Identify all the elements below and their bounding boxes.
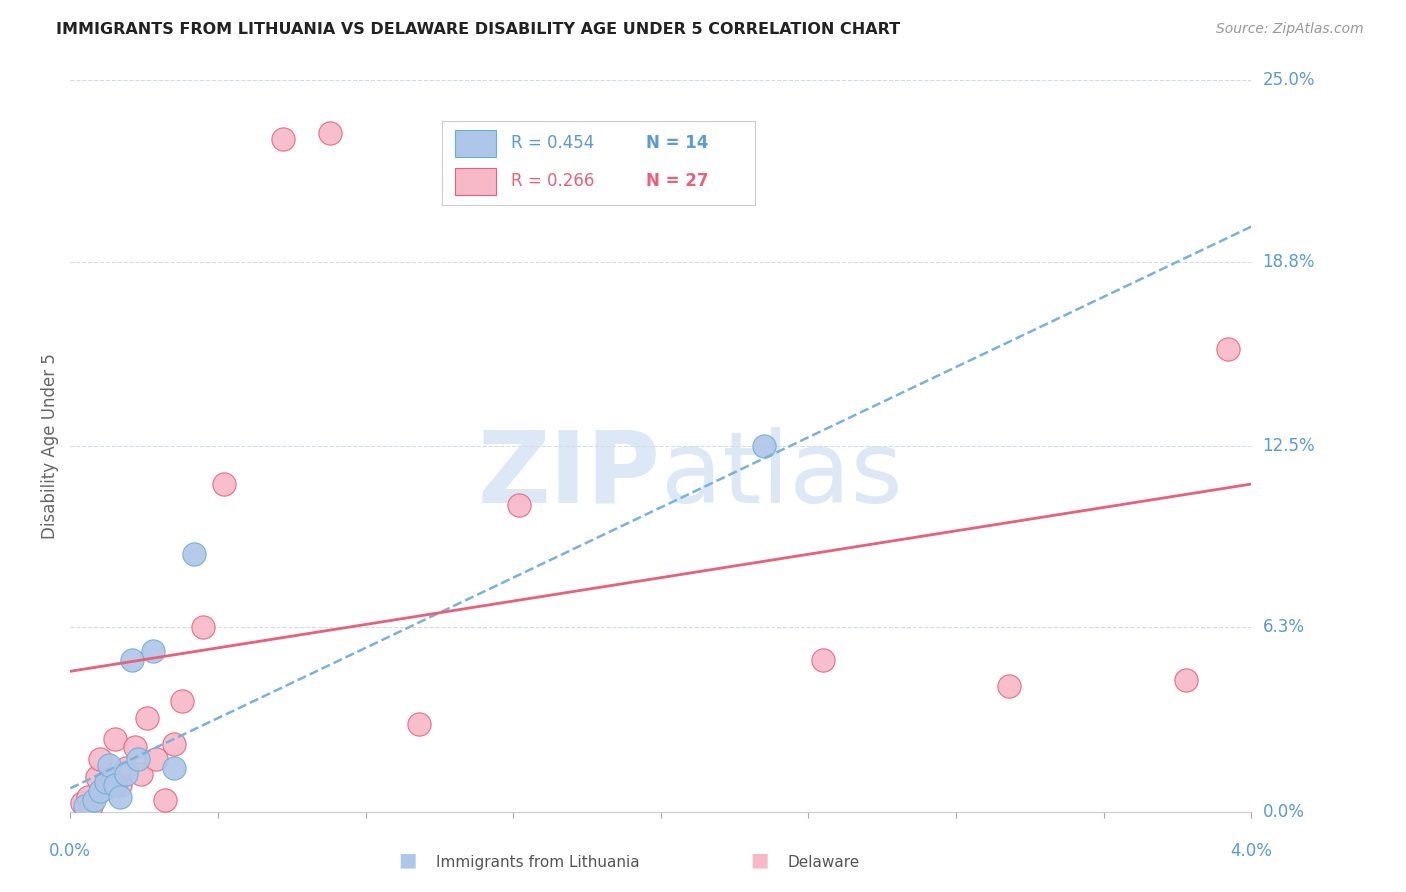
Text: ZIP: ZIP — [478, 426, 661, 524]
Point — [1216, 343, 1239, 357]
Text: Delaware: Delaware — [787, 855, 859, 870]
Point — [162, 761, 186, 775]
Point — [80, 798, 103, 813]
Point — [191, 620, 214, 634]
Point — [319, 126, 342, 140]
Point — [86, 770, 108, 784]
Point — [77, 790, 100, 805]
Point — [110, 778, 132, 792]
Point — [162, 738, 186, 752]
Point — [110, 790, 132, 805]
Point — [104, 778, 127, 792]
Text: Source: ZipAtlas.com: Source: ZipAtlas.com — [1216, 22, 1364, 37]
Point — [142, 644, 165, 658]
Point — [508, 498, 530, 512]
Text: 6.3%: 6.3% — [1263, 618, 1305, 636]
Point — [183, 547, 205, 561]
Point — [115, 761, 138, 775]
Y-axis label: Disability Age Under 5: Disability Age Under 5 — [41, 353, 59, 539]
Point — [129, 766, 152, 780]
Point — [271, 132, 294, 146]
Text: 18.8%: 18.8% — [1263, 252, 1315, 270]
Point — [75, 798, 96, 813]
Point — [83, 793, 105, 807]
Point — [172, 693, 194, 707]
Point — [124, 740, 146, 755]
Point — [754, 439, 776, 453]
Point — [153, 793, 176, 807]
Point — [998, 679, 1021, 693]
Text: ■: ■ — [749, 851, 769, 870]
Text: 0.0%: 0.0% — [1263, 803, 1305, 821]
Text: 0.0%: 0.0% — [49, 842, 91, 860]
Point — [811, 652, 834, 666]
Point — [115, 766, 138, 780]
Point — [104, 731, 127, 746]
Point — [136, 711, 159, 725]
Point — [94, 775, 117, 789]
Point — [89, 752, 111, 766]
Point — [212, 477, 235, 491]
Text: 25.0%: 25.0% — [1263, 71, 1315, 89]
Text: atlas: atlas — [661, 426, 903, 524]
Point — [127, 752, 149, 766]
Point — [97, 758, 120, 772]
Point — [94, 781, 117, 796]
Point — [100, 775, 122, 789]
Text: 4.0%: 4.0% — [1230, 842, 1272, 860]
Point — [408, 717, 430, 731]
Point — [1175, 673, 1198, 687]
Point — [145, 752, 167, 766]
Text: IMMIGRANTS FROM LITHUANIA VS DELAWARE DISABILITY AGE UNDER 5 CORRELATION CHART: IMMIGRANTS FROM LITHUANIA VS DELAWARE DI… — [56, 22, 900, 37]
Text: Immigrants from Lithuania: Immigrants from Lithuania — [436, 855, 640, 870]
Point — [70, 796, 93, 810]
Point — [89, 784, 111, 798]
Point — [121, 652, 143, 666]
Text: 12.5%: 12.5% — [1263, 437, 1315, 455]
Text: ■: ■ — [398, 851, 418, 870]
